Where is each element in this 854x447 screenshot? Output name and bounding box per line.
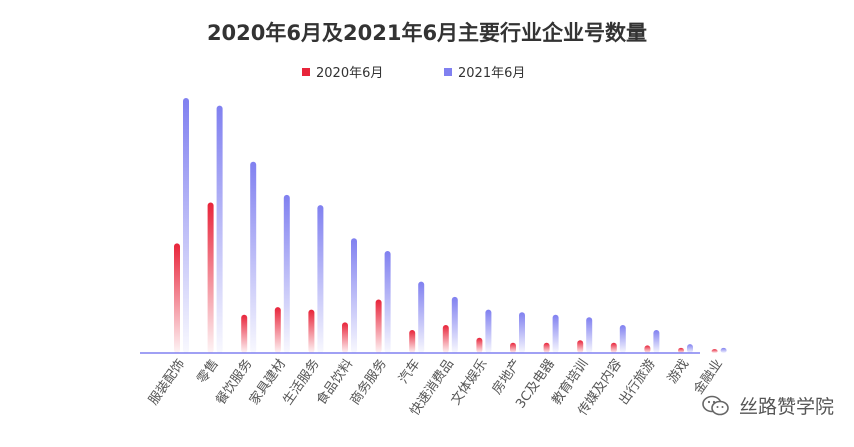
watermark: 丝路赞学院 xyxy=(701,392,834,419)
bar-2021-7 xyxy=(418,281,425,353)
category-label: 零售 xyxy=(194,356,222,386)
chart-title: 2020年6月及2021年6月主要行业企业号数量 xyxy=(207,21,647,45)
bar-2021-15 xyxy=(687,344,693,353)
bar-2021-2 xyxy=(250,161,257,353)
bars-group xyxy=(174,98,727,354)
bar-2020-12 xyxy=(577,340,584,353)
legend-swatch-2021 xyxy=(444,68,452,76)
bar-2021-10 xyxy=(519,312,525,353)
bar-2020-8 xyxy=(442,324,449,353)
bar-2020-4 xyxy=(308,309,315,353)
category-label: 房地产 xyxy=(489,356,524,397)
legend-label-2021: 2021年6月 xyxy=(458,66,525,81)
bar-2020-1 xyxy=(207,202,214,353)
bar-2020-10 xyxy=(510,342,516,353)
bar-2020-6 xyxy=(375,299,382,353)
bar-2021-14 xyxy=(653,330,660,353)
bar-2020-2 xyxy=(241,314,248,353)
watermark-text: 丝路赞学院 xyxy=(738,396,834,418)
bar-2021-5 xyxy=(351,238,357,353)
bar-2020-14 xyxy=(644,345,651,353)
bar-2020-7 xyxy=(409,330,416,353)
bar-2021-3 xyxy=(283,194,290,353)
bar-2020-0 xyxy=(174,243,180,353)
legend-label-2020: 2020年6月 xyxy=(316,66,383,81)
bar-2020-11 xyxy=(543,342,550,353)
category-label: 汽车 xyxy=(395,356,423,386)
category-label: 游戏 xyxy=(665,357,692,387)
bar-2020-15 xyxy=(678,347,684,353)
bar-2021-11 xyxy=(552,314,559,353)
bar-2021-4 xyxy=(317,205,324,353)
bar-2020-16 xyxy=(711,349,718,353)
bar-2020-13 xyxy=(610,342,617,353)
bar-2020-9 xyxy=(476,337,483,353)
bar-2021-16 xyxy=(720,347,727,353)
bar-2021-1 xyxy=(216,105,223,354)
legend: 2020年6月 2021年6月 xyxy=(302,66,525,81)
bar-2020-3 xyxy=(274,307,281,353)
wechat-icon xyxy=(701,394,731,418)
bar-2020-5 xyxy=(342,322,348,353)
bar-2021-6 xyxy=(384,251,391,353)
bar-2021-13 xyxy=(619,324,626,353)
category-label: 服装配饰 xyxy=(146,357,188,408)
bar-2021-12 xyxy=(586,317,593,353)
legend-swatch-2020 xyxy=(302,68,310,76)
bar-2021-9 xyxy=(485,309,492,353)
bar-2021-8 xyxy=(451,296,458,353)
bar-2021-0 xyxy=(183,98,189,353)
